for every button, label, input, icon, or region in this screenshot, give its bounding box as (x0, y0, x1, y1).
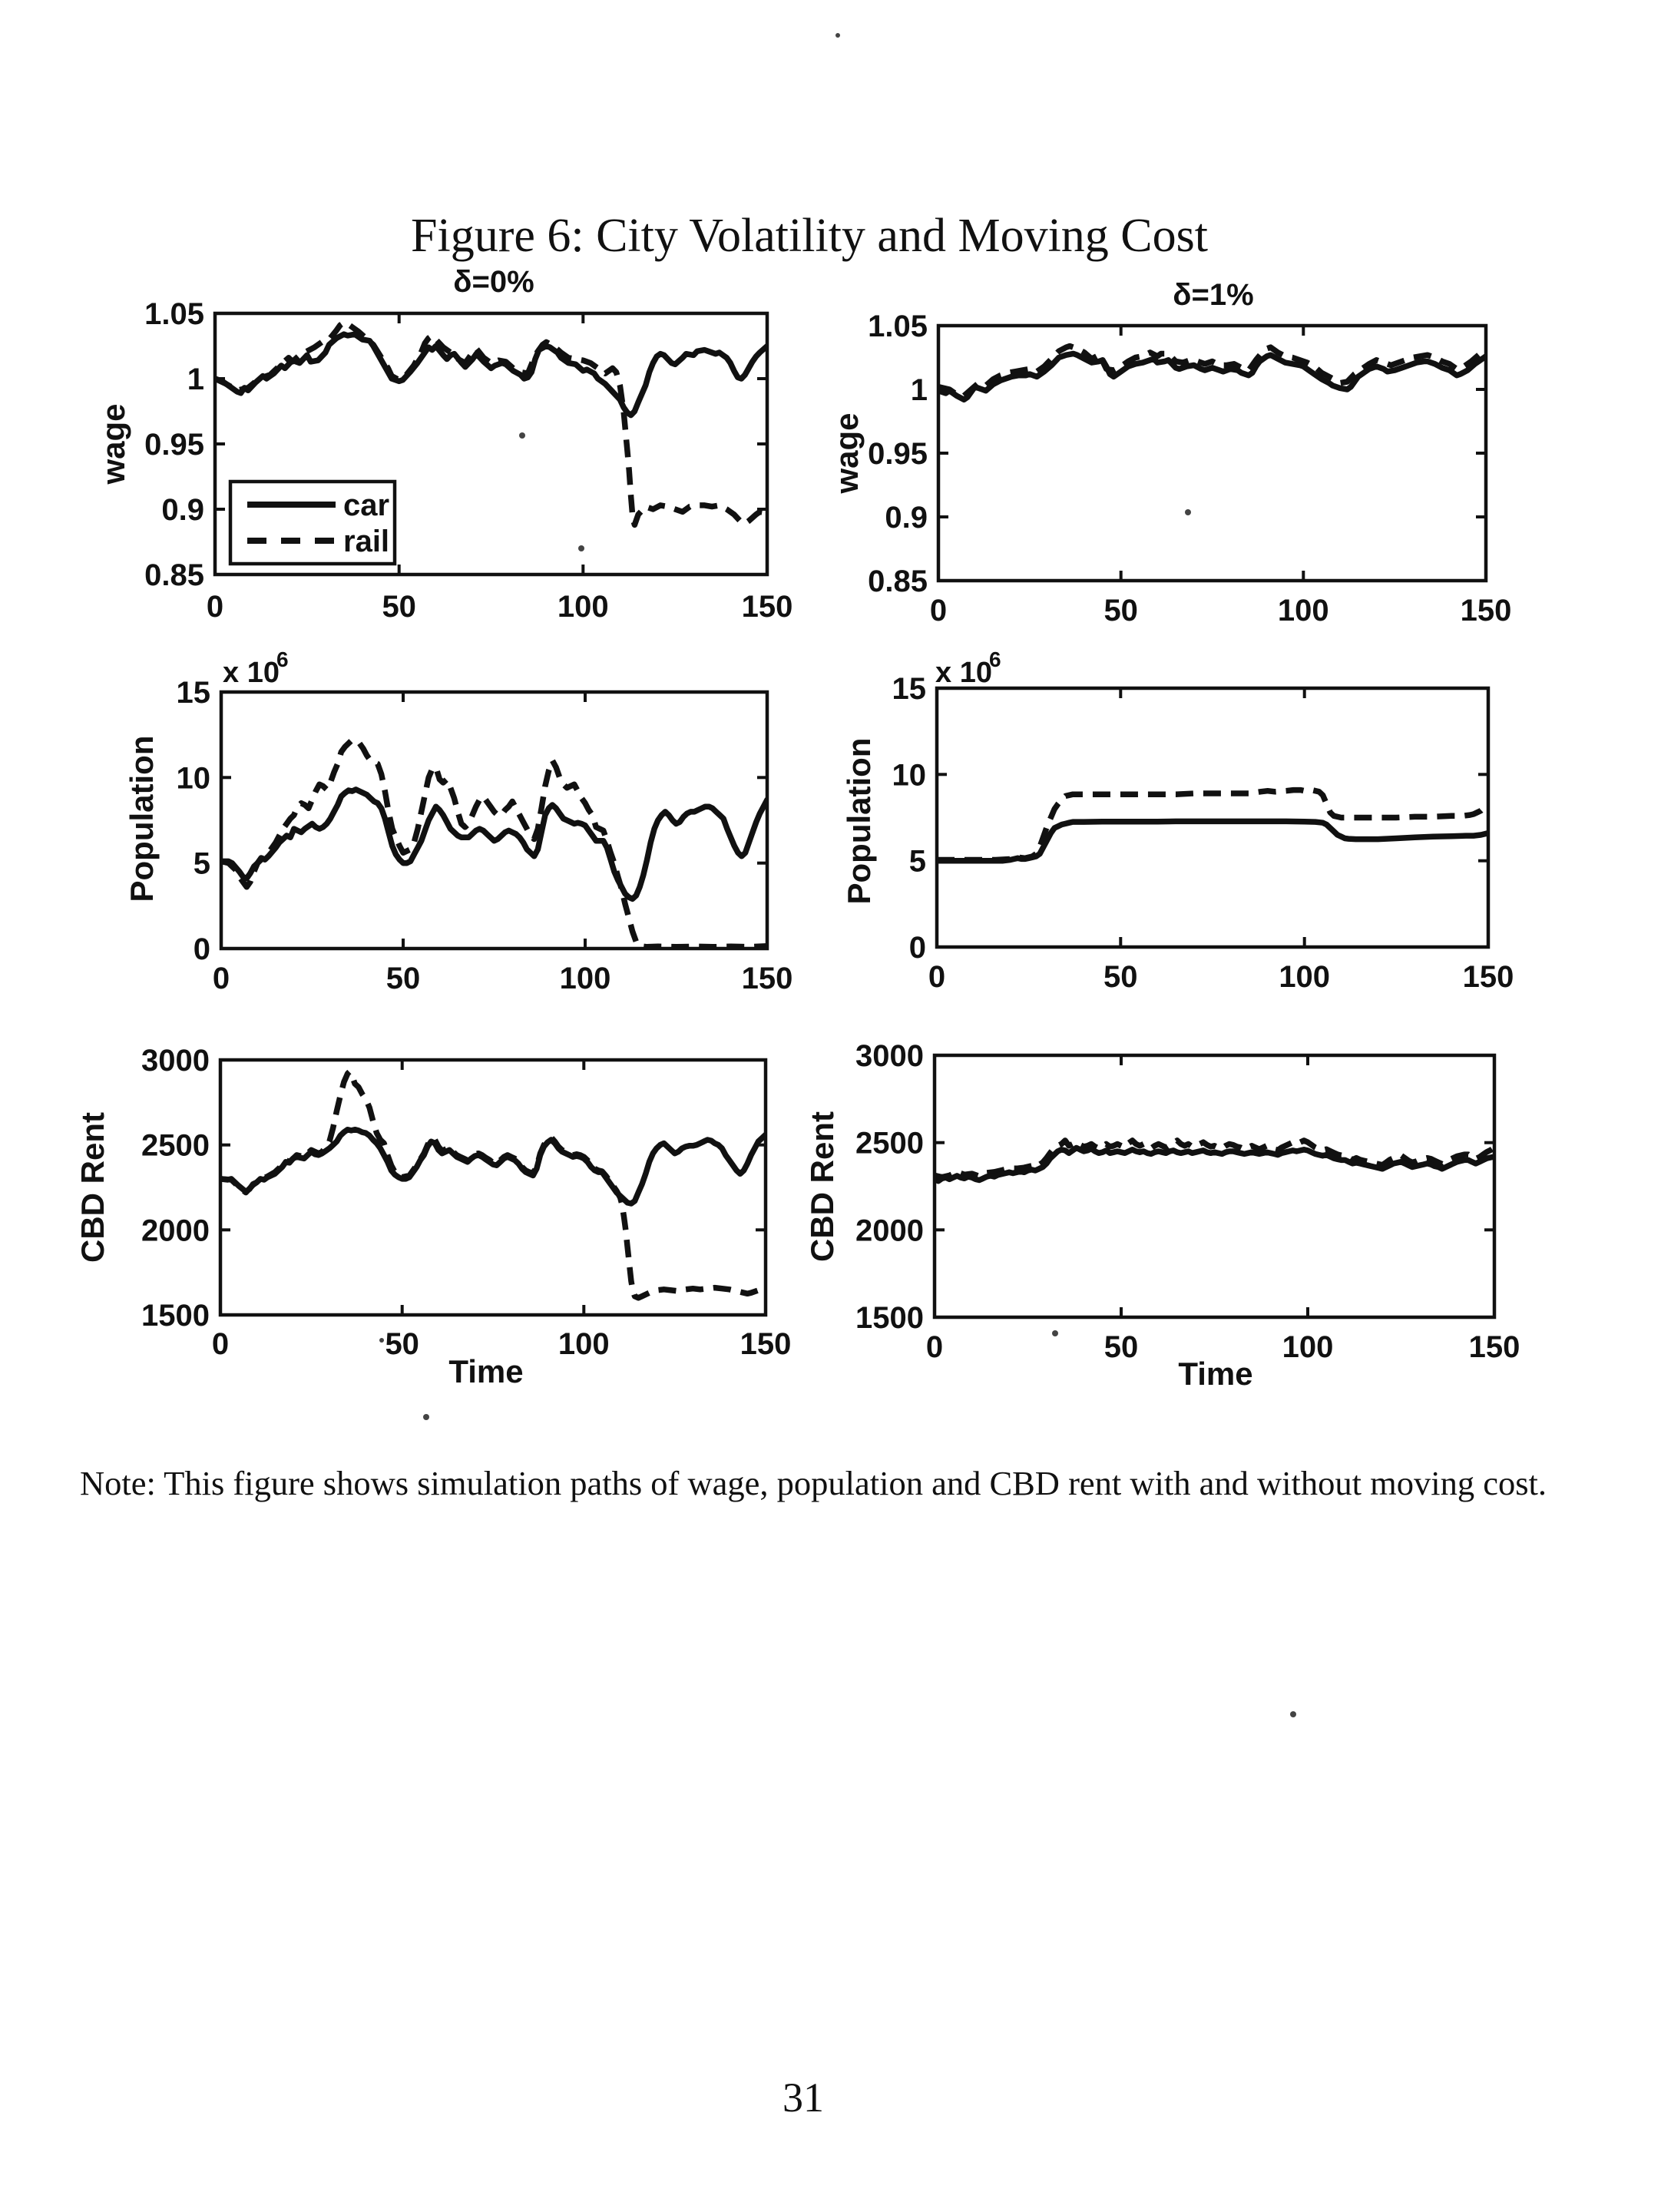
svg-text:0.85: 0.85 (144, 558, 204, 592)
svg-text:0.95: 0.95 (868, 437, 928, 471)
svg-text:50: 50 (1103, 960, 1138, 994)
svg-text:3000: 3000 (141, 1044, 210, 1078)
svg-text:1.05: 1.05 (868, 310, 928, 343)
svg-text:0: 0 (909, 931, 926, 965)
svg-text:150: 150 (742, 962, 793, 995)
svg-text:rail: rail (343, 525, 389, 558)
svg-text:31: 31 (783, 2075, 824, 2121)
svg-text:0: 0 (213, 962, 230, 995)
svg-text:0: 0 (926, 1330, 943, 1364)
svg-text:1500: 1500 (141, 1299, 210, 1333)
svg-text:150: 150 (742, 590, 793, 624)
svg-text:wage: wage (829, 412, 865, 494)
svg-text:0: 0 (194, 932, 210, 966)
svg-text:10: 10 (177, 761, 211, 795)
svg-text:x 10: x 10 (935, 657, 992, 689)
svg-text:100: 100 (558, 590, 609, 624)
svg-text:Population: Population (124, 736, 160, 902)
svg-text:2000: 2000 (141, 1214, 210, 1247)
svg-text:3000: 3000 (855, 1039, 924, 1073)
svg-text:1: 1 (187, 363, 204, 396)
svg-text:6: 6 (276, 647, 289, 671)
svg-text:x 10: x 10 (223, 657, 280, 689)
svg-text:100: 100 (558, 1327, 610, 1361)
svg-text:CBD Rent: CBD Rent (804, 1111, 840, 1262)
svg-text:Note: This figure shows simul: Note: This figure shows simulation paths… (80, 1464, 1547, 1502)
svg-text:100: 100 (1282, 1330, 1334, 1364)
svg-text:δ=1%: δ=1% (1173, 278, 1253, 312)
svg-text:150: 150 (1469, 1330, 1520, 1364)
svg-text:0: 0 (212, 1327, 229, 1361)
svg-text:0.9: 0.9 (161, 493, 204, 527)
svg-text:0: 0 (207, 590, 223, 624)
svg-text:0: 0 (930, 594, 947, 628)
svg-text:100: 100 (1278, 594, 1329, 628)
svg-text:5: 5 (194, 847, 210, 881)
svg-text:5: 5 (909, 845, 926, 879)
svg-text:wage: wage (95, 403, 131, 485)
svg-text:0.9: 0.9 (885, 501, 928, 535)
svg-text:150: 150 (740, 1327, 792, 1361)
svg-text:50: 50 (382, 590, 416, 624)
svg-text:50: 50 (385, 1327, 419, 1361)
svg-text:100: 100 (1279, 960, 1330, 994)
svg-text:2500: 2500 (855, 1127, 924, 1161)
svg-text:CBD Rent: CBD Rent (74, 1112, 111, 1263)
svg-text:100: 100 (560, 962, 611, 995)
svg-text:Figure 6: City Volatility and: Figure 6: City Volatility and Moving Cos… (411, 210, 1208, 262)
svg-text:150: 150 (1463, 960, 1514, 994)
svg-text:10: 10 (892, 758, 927, 792)
svg-text:1500: 1500 (855, 1301, 924, 1335)
svg-text:2500: 2500 (141, 1129, 210, 1163)
svg-text:50: 50 (1103, 594, 1138, 628)
svg-text:car: car (343, 488, 389, 522)
svg-text:50: 50 (1104, 1330, 1139, 1364)
svg-text:0.95: 0.95 (144, 428, 204, 462)
svg-text:Time: Time (1178, 1356, 1252, 1392)
svg-text:0.85: 0.85 (868, 565, 928, 598)
svg-text:δ=0%: δ=0% (453, 265, 534, 299)
svg-text:50: 50 (386, 962, 421, 995)
svg-text:Population: Population (841, 738, 877, 905)
svg-text:6: 6 (989, 647, 1001, 671)
svg-text:15: 15 (892, 672, 927, 706)
svg-text:0: 0 (928, 960, 945, 994)
svg-text:150: 150 (1461, 594, 1512, 628)
svg-text:1: 1 (911, 373, 928, 407)
svg-text:2000: 2000 (855, 1214, 924, 1247)
svg-text:15: 15 (177, 676, 211, 710)
svg-text:Time: Time (448, 1353, 523, 1389)
svg-text:1.05: 1.05 (144, 297, 204, 331)
